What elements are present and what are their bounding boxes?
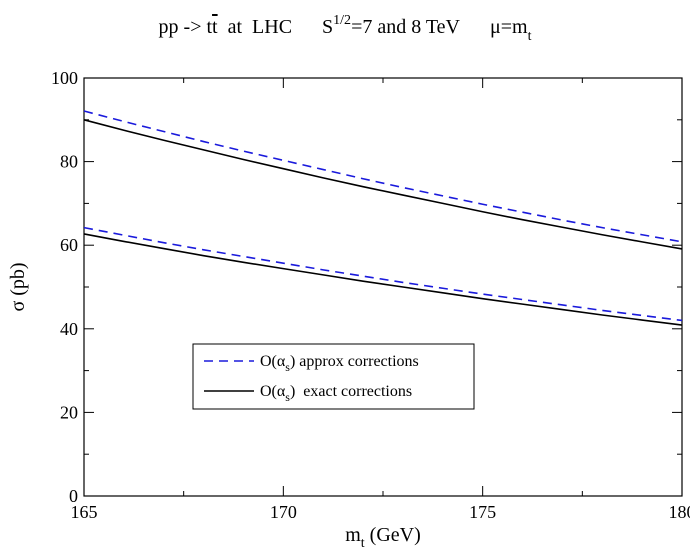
x-axis-label-unit: (GeV) bbox=[365, 524, 421, 546]
legend-approx-pre: O(α bbox=[260, 353, 286, 370]
title-scale: μ=m bbox=[490, 16, 528, 38]
axis-ticks: 165 170 175 180 0 20 40 60 80 100 bbox=[51, 68, 690, 522]
series-line-exact-8TeV bbox=[83, 119, 683, 250]
plot-frame bbox=[83, 77, 683, 497]
legend-label-approx: O(αs) approx corrections bbox=[260, 353, 419, 374]
title-sqrt-s: S bbox=[322, 16, 333, 38]
y-tick-label: 80 bbox=[60, 152, 78, 172]
title-energies: =7 and 8 TeV bbox=[351, 16, 460, 38]
x-tick-label: 165 bbox=[71, 502, 98, 522]
legend-exact-post: ) exact corrections bbox=[290, 383, 412, 400]
legend-exact-sub: s bbox=[285, 390, 290, 404]
title-tbar: t bbox=[212, 16, 218, 38]
series-line-exact-7TeV bbox=[83, 233, 683, 326]
series-line-approx-7TeV bbox=[83, 226, 683, 322]
legend: O(αs) approx corrections O(αs) exact cor… bbox=[192, 343, 475, 410]
legend-approx-sub: s bbox=[285, 360, 290, 374]
x-axis-label-base: m bbox=[345, 524, 361, 546]
series-line-approx-8TeV bbox=[83, 110, 683, 243]
y-tick-label: 100 bbox=[51, 68, 78, 88]
legend-exact-pre: O(α bbox=[260, 383, 286, 400]
legend-box bbox=[192, 343, 475, 410]
x-tick-label: 175 bbox=[469, 502, 496, 522]
chart-title: pp -> tt at LHC S1/2=7 and 8 TeV μ=mt bbox=[159, 13, 532, 44]
y-tick-label: 20 bbox=[60, 402, 78, 422]
title-sqrt-s-exponent: 1/2 bbox=[333, 13, 351, 28]
title-scale-subscript: t bbox=[528, 29, 532, 44]
y-tick-label: 40 bbox=[60, 319, 78, 339]
y-tick-label: 60 bbox=[60, 235, 78, 255]
title-collider: at LHC bbox=[218, 16, 292, 38]
x-axis-label-subscript: t bbox=[361, 536, 365, 550]
x-tick-label: 170 bbox=[270, 502, 297, 522]
x-tick-label: 180 bbox=[669, 502, 690, 522]
legend-approx-post: ) approx corrections bbox=[290, 353, 419, 370]
series-group bbox=[83, 110, 683, 326]
title-process: pp -> t bbox=[159, 16, 213, 38]
x-axis-label: mt (GeV) bbox=[345, 524, 421, 550]
y-axis-label: σ (pb) bbox=[7, 262, 29, 311]
legend-label-exact: O(αs) exact corrections bbox=[260, 383, 412, 404]
y-tick-label: 0 bbox=[69, 486, 78, 506]
